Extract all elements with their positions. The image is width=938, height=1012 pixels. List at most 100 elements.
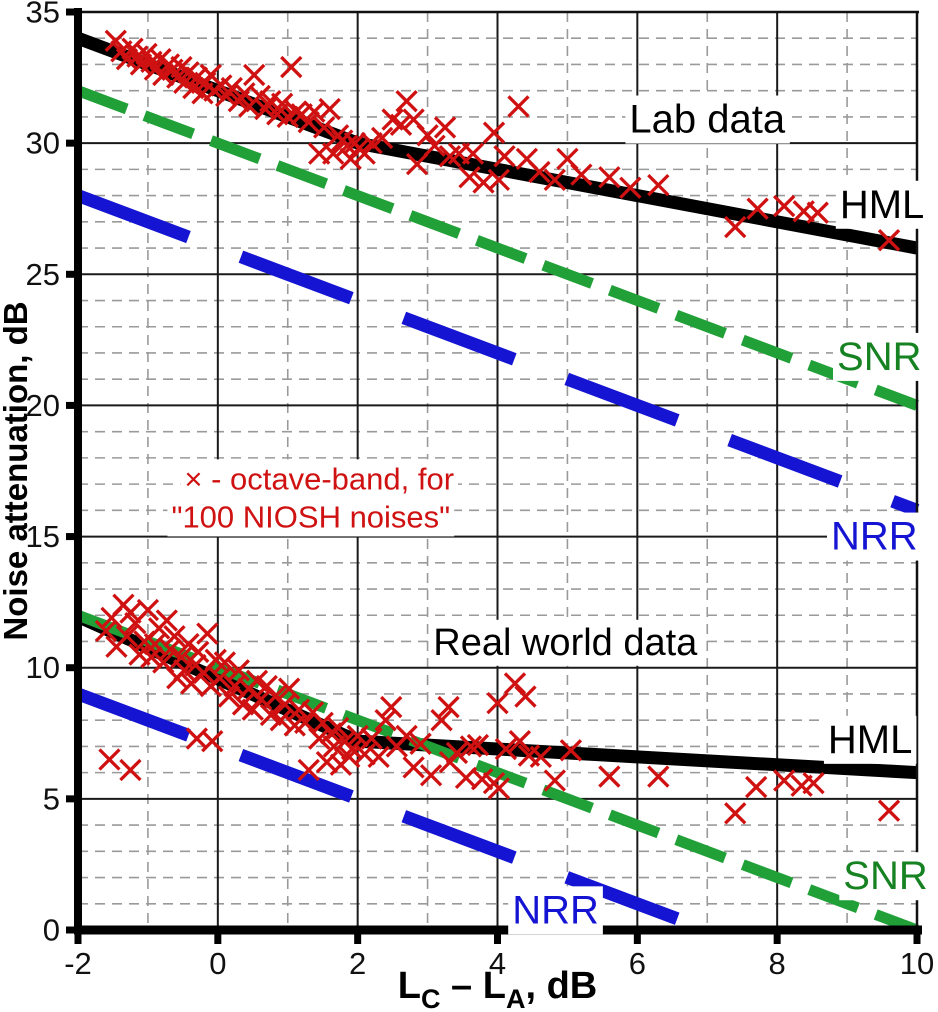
x-marker xyxy=(213,651,236,674)
x-marker xyxy=(508,729,532,753)
x-marker xyxy=(322,142,345,165)
x-marker xyxy=(270,92,294,115)
x-tick-label: 10 xyxy=(900,946,934,981)
annotation-nrr-lab: NRR xyxy=(831,515,918,559)
x-marker xyxy=(570,163,593,186)
x-marker xyxy=(647,765,670,788)
x-marker xyxy=(170,646,193,669)
x-marker xyxy=(173,659,196,682)
y-tick-label: 25 xyxy=(26,257,60,292)
x-marker xyxy=(437,695,460,719)
annotation-lab-data: Lab data xyxy=(629,98,785,142)
x-marker xyxy=(389,113,413,136)
x-marker xyxy=(482,121,506,144)
x-marker xyxy=(227,659,250,682)
x-marker xyxy=(187,640,210,664)
x-marker xyxy=(746,197,769,220)
x-marker xyxy=(503,672,527,695)
y-tick-label: 10 xyxy=(26,650,60,685)
x-marker xyxy=(486,691,509,715)
x-marker xyxy=(208,667,232,690)
x-marker xyxy=(297,758,320,782)
x-marker xyxy=(297,110,320,134)
x-marker xyxy=(98,748,121,771)
x-marker xyxy=(340,737,364,761)
x-tick-label: 4 xyxy=(489,946,506,981)
x-marker xyxy=(104,29,127,53)
scatter-legend: × - octave-band, for"100 NIOSH noises" xyxy=(167,459,459,537)
x-marker xyxy=(598,166,621,189)
x-marker xyxy=(543,168,566,192)
x-marker xyxy=(402,756,425,779)
annotation-nrr-real-bg xyxy=(508,886,603,935)
x-marker xyxy=(370,126,394,150)
annotation-hml-lab: HML xyxy=(840,183,924,227)
x-marker xyxy=(487,777,511,800)
x-marker xyxy=(326,716,350,740)
x-axis-label: LC – LA, dB xyxy=(398,965,597,1012)
x-marker xyxy=(201,729,224,753)
x-marker xyxy=(220,76,243,100)
annotation-snr-real: SNR xyxy=(843,854,927,898)
x-marker xyxy=(380,695,403,719)
x-marker xyxy=(559,739,583,762)
legend-line-2-bg xyxy=(167,497,455,537)
annotation-hml-real: HML xyxy=(828,718,912,762)
x-tick-label: 8 xyxy=(769,946,786,981)
x-marker xyxy=(409,732,432,755)
x-marker xyxy=(405,152,429,176)
series-line xyxy=(76,85,919,411)
series-line xyxy=(75,189,920,517)
x-marker xyxy=(445,741,469,765)
annotation-real-world-data: Real world data xyxy=(433,622,698,664)
x-marker xyxy=(280,55,303,79)
annotation-lab-data-bg xyxy=(625,95,790,144)
x-marker xyxy=(543,769,566,792)
series-nrr-lab- xyxy=(75,189,920,517)
x-marker xyxy=(243,63,266,87)
y-tick-label: 0 xyxy=(43,913,60,948)
x-marker xyxy=(802,771,825,795)
x-marker xyxy=(419,764,443,787)
annotation-real-world-data-bg xyxy=(429,619,703,666)
annotation-hml-lab-bg xyxy=(835,180,929,229)
x-marker xyxy=(374,709,397,732)
x-marker xyxy=(619,176,642,199)
annotation-hml-real-bg xyxy=(823,715,917,764)
x-marker xyxy=(360,727,383,750)
x-tick-label: -2 xyxy=(64,946,92,981)
x-marker xyxy=(598,765,621,788)
x-marker xyxy=(163,625,186,648)
y-tick-label: 15 xyxy=(26,519,60,554)
x-marker xyxy=(423,134,446,157)
x-marker xyxy=(430,709,453,732)
x-marker xyxy=(433,116,457,139)
x-marker xyxy=(529,745,553,769)
x-marker xyxy=(159,638,182,661)
x-marker xyxy=(806,201,829,224)
x-marker xyxy=(494,737,518,761)
real-world-scatter-points xyxy=(94,593,901,825)
x-marker xyxy=(724,215,747,239)
x-marker xyxy=(312,116,336,139)
x-marker xyxy=(217,685,241,708)
x-marker xyxy=(318,97,341,121)
annotation-snr-lab-bg xyxy=(833,332,926,381)
x-marker xyxy=(367,745,390,769)
x-marker xyxy=(877,229,901,252)
axis-titles: Noise attenuation, dB LC – LA, dB xyxy=(0,301,597,1012)
x-marker xyxy=(459,735,483,758)
y-tick-label: 20 xyxy=(26,388,60,423)
x-marker xyxy=(360,131,383,155)
x-marker xyxy=(119,758,142,782)
y-tick-label: 30 xyxy=(26,126,60,161)
x-marker xyxy=(493,145,516,168)
x-marker xyxy=(248,84,271,108)
x-marker xyxy=(724,802,747,825)
series-snr-lab- xyxy=(76,85,919,411)
x-marker xyxy=(94,619,118,643)
x-marker xyxy=(772,769,796,792)
